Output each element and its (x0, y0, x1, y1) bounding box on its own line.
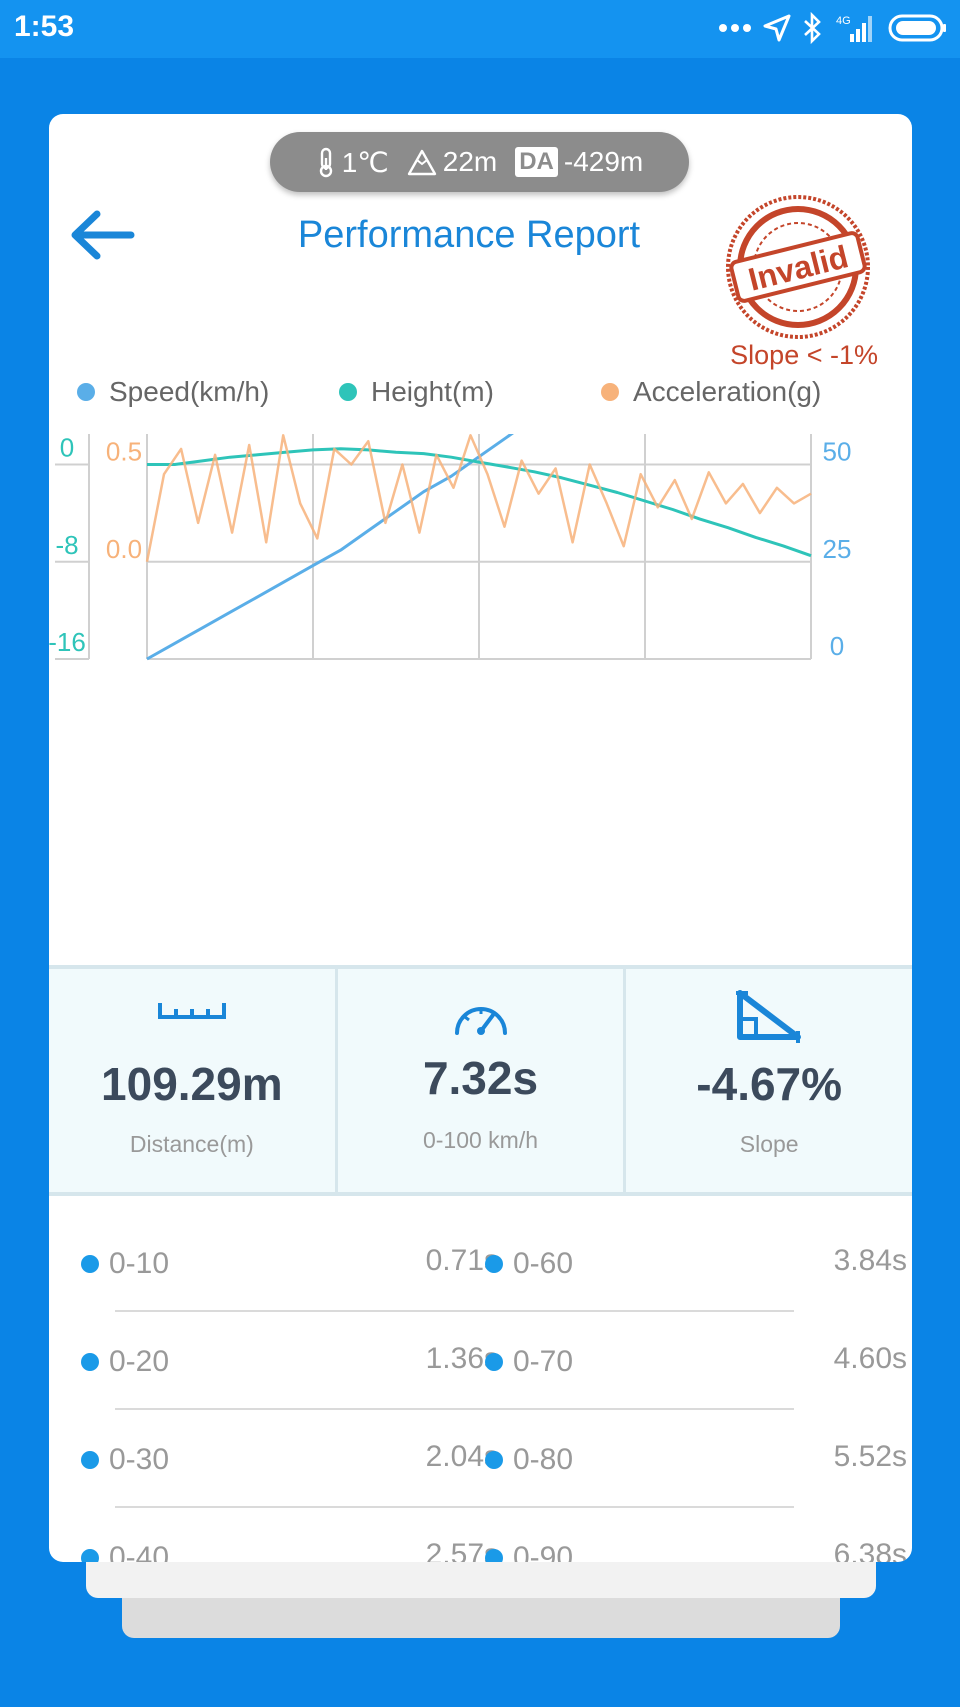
split-bullet (485, 1451, 503, 1469)
legend-speed-label: Speed(km/h) (109, 376, 270, 407)
split-left-label-cell: 0-40 (81, 1538, 169, 1562)
stats-panel: 109.29m Distance(m) 7.32s 0-100 km/h -4.… (49, 965, 912, 1196)
ruler-icon (157, 1003, 226, 1019)
split-row: 0-10 0.71s 0-60 3.84s (49, 1214, 912, 1312)
split-bullet (81, 1451, 99, 1469)
chart-legend: Speed(km/h) Height(m) Acceleration(g) (77, 376, 897, 416)
split-left-label-cell: 0-20 (81, 1342, 169, 1382)
split-left-time: 2.57s (425, 1538, 499, 1562)
status-time: 1:53 (14, 10, 75, 43)
status-bar: 1:53 4G (0, 0, 960, 58)
split-right-time: 6.38s (833, 1538, 907, 1562)
slope-warning: Slope < -1% (730, 340, 878, 370)
acceleration-time-label: 0-100 km/h (422, 1127, 539, 1153)
split-divider (115, 1310, 794, 1312)
legend-acceleration-label: Acceleration(g) (633, 376, 822, 407)
split-right-label: 0-60 (513, 1247, 574, 1280)
stat-acceleration-time: 7.32s 0-100 km/h (338, 969, 627, 1192)
split-bullet (485, 1549, 503, 1562)
speed-tick-label: 0 (830, 631, 844, 661)
page-title: Performance Report (297, 214, 641, 256)
split-right-label-cell: 0-70 (485, 1342, 573, 1382)
report-card: 1℃ 22m DA -429m Performance Report Inval… (49, 114, 912, 1562)
split-row: 0-40 2.57s 0-90 6.38s (49, 1508, 912, 1562)
network-type: 4G (836, 15, 851, 27)
status-icons: 4G (718, 8, 948, 48)
split-right-label: 0-70 (513, 1345, 574, 1378)
split-left-label: 0-20 (109, 1345, 170, 1378)
split-left-label-cell: 0-10 (81, 1244, 169, 1284)
card-stack-shadow-back (122, 1590, 840, 1638)
split-right-label-cell: 0-80 (485, 1440, 573, 1480)
split-divider (115, 1506, 794, 1508)
legend-height-dot (339, 383, 357, 401)
split-right-time: 4.60s (833, 1342, 907, 1375)
speed-tick-label: 50 (823, 437, 852, 467)
split-bullet (485, 1353, 503, 1371)
stat-distance: 109.29m Distance(m) (49, 969, 338, 1192)
split-right-time: 3.84s (833, 1244, 907, 1277)
temperature-group: 1℃ (316, 146, 389, 179)
acceleration-time-value: 7.32s (422, 1052, 539, 1104)
split-left-label: 0-40 (109, 1541, 170, 1562)
split-left-label-cell: 0-30 (81, 1440, 169, 1480)
legend-acceleration: Acceleration(g) (601, 376, 821, 408)
split-bullet (81, 1255, 99, 1273)
distance-label: Distance(m) (129, 1131, 254, 1157)
more-dots-icon (719, 24, 751, 32)
bluetooth-icon (804, 12, 821, 44)
split-divider (115, 1408, 794, 1410)
slope-value: -4.67% (696, 1058, 843, 1110)
back-arrow-icon[interactable] (67, 206, 137, 264)
legend-height-label: Height(m) (371, 376, 494, 407)
split-right-label: 0-90 (513, 1541, 574, 1562)
signal-icon: 4G (836, 15, 872, 42)
battery-icon (888, 14, 946, 42)
slope-label: Slope (739, 1131, 799, 1157)
mountain-icon (407, 149, 436, 176)
split-row: 0-30 2.04s 0-80 5.52s (49, 1410, 912, 1508)
density-altitude-group: DA -429m (515, 146, 643, 178)
legend-acceleration-dot (601, 383, 619, 401)
split-left-time: 1.36s (425, 1342, 499, 1375)
speed-tick-label: 25 (823, 534, 852, 564)
split-bullet (81, 1549, 99, 1562)
split-times-list: 0-10 0.71s 0-60 3.84s 0-20 1.36s 0-70 4.60s 0-30… (49, 1214, 912, 1562)
distance-value: 109.29m (101, 1058, 283, 1110)
legend-height: Height(m) (339, 376, 494, 408)
invalid-stamp-icon: Invalid (726, 195, 870, 339)
density-altitude-badge: DA (515, 147, 558, 177)
temperature-value: 1℃ (341, 146, 389, 178)
split-left-time: 2.04s (425, 1440, 499, 1473)
split-right-label: 0-80 (513, 1443, 574, 1476)
split-left-time: 0.71s (425, 1244, 499, 1277)
split-row: 0-20 1.36s 0-70 4.60s (49, 1312, 912, 1410)
split-bullet (485, 1255, 503, 1273)
environment-pill: 1℃ 22m DA -429m (270, 132, 689, 192)
acceleration-tick-label: 0.5 (106, 437, 142, 467)
stat-slope: -4.67% Slope (626, 969, 912, 1192)
height-line (147, 447, 812, 558)
density-altitude-value: -429m (563, 146, 644, 177)
height-tick-label: -16 (49, 627, 86, 657)
speedometer-icon (454, 1007, 507, 1035)
performance-chart: 1680-8-161.510.50.01007550250 (49, 434, 852, 661)
split-right-time: 5.52s (833, 1440, 907, 1473)
location-arrow-icon (763, 14, 791, 42)
legend-speed: Speed(km/h) (77, 376, 269, 408)
split-right-label-cell: 0-60 (485, 1244, 573, 1284)
acceleration-tick-label: 0.0 (106, 534, 142, 564)
split-left-label: 0-10 (109, 1247, 170, 1280)
split-bullet (81, 1353, 99, 1371)
altitude-group: 22m (407, 146, 497, 178)
legend-speed-dot (77, 383, 95, 401)
height-tick-label: 0 (60, 434, 74, 463)
split-left-label: 0-30 (109, 1443, 170, 1476)
split-right-label-cell: 0-90 (485, 1538, 573, 1562)
altitude-value: 22m (442, 146, 498, 177)
height-tick-label: -8 (55, 530, 78, 560)
slope-icon (736, 990, 802, 1043)
thermometer-icon (319, 147, 332, 178)
acceleration-line (145, 434, 812, 563)
